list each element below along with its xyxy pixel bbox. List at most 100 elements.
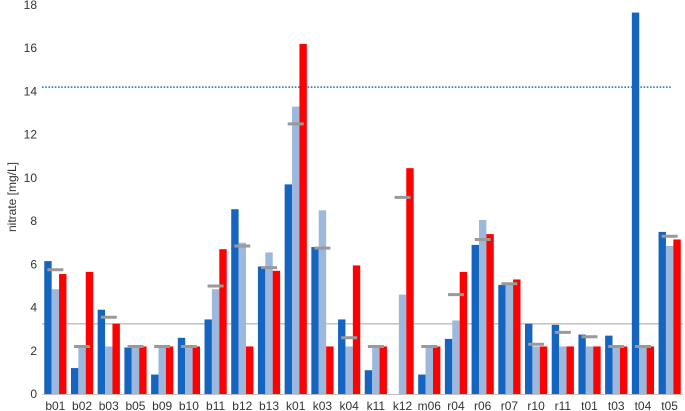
x-tick-label: r06 xyxy=(474,399,492,411)
x-tick-label: b13 xyxy=(259,399,279,411)
x-tick-label: k03 xyxy=(313,399,333,411)
bar-t03-series-1 xyxy=(605,335,613,394)
bar-t05-series-1 xyxy=(658,231,666,394)
x-tick-label: r04 xyxy=(447,399,465,411)
bar-r04-series-2 xyxy=(452,320,460,394)
bar-t01-series-3 xyxy=(593,346,601,394)
bar-k11-series-2 xyxy=(372,346,380,394)
bar-series xyxy=(44,12,681,395)
bar-b13-series-3 xyxy=(272,270,281,394)
bar-b01-series-2 xyxy=(51,289,60,394)
bar-t04-series-3 xyxy=(646,346,655,394)
bar-k12-series-3 xyxy=(406,168,414,394)
bar-k04-series-2 xyxy=(345,346,353,394)
x-tick-label: m06 xyxy=(418,399,442,411)
bar-r07-series-2 xyxy=(505,284,514,394)
y-tick-label: 18 xyxy=(24,0,38,12)
x-tick-label: b03 xyxy=(99,399,119,411)
bar-b02-series-3 xyxy=(85,271,94,394)
bar-k01-series-2 xyxy=(292,106,300,395)
bar-t05-series-2 xyxy=(665,245,674,394)
bar-k03-series-2 xyxy=(318,210,327,394)
bar-r11-series-3 xyxy=(566,346,574,394)
bar-m06-series-1 xyxy=(418,374,426,394)
bar-t05-series-3 xyxy=(673,239,681,394)
bar-k03-series-1 xyxy=(311,247,319,394)
bar-b10-series-1 xyxy=(177,337,186,394)
bar-k11-series-1 xyxy=(364,370,373,394)
y-tick-label: 12 xyxy=(24,128,38,142)
y-tick-label: 8 xyxy=(30,214,37,228)
x-tick-label: t01 xyxy=(581,399,598,411)
bar-b09-series-2 xyxy=(158,346,166,394)
bar-b01-series-3 xyxy=(59,274,67,394)
bar-b09-series-3 xyxy=(165,346,174,394)
bar-r10-series-1 xyxy=(525,323,533,394)
y-axis-ticks: 0 2 4 6 8 10 12 14 16 18 xyxy=(24,0,38,401)
bar-k12-series-2 xyxy=(398,294,407,394)
x-tick-label: r07 xyxy=(501,399,519,411)
y-tick-label: 10 xyxy=(24,171,38,185)
bar-t01-series-1 xyxy=(578,334,586,394)
marker-series xyxy=(47,122,678,348)
bar-b13-series-1 xyxy=(257,266,266,394)
bar-k04-series-3 xyxy=(352,265,361,394)
bar-r11-series-2 xyxy=(559,346,567,394)
x-tick-label: r11 xyxy=(555,399,572,411)
bar-r06-series-1 xyxy=(471,244,479,394)
bar-b02-series-2 xyxy=(78,346,86,394)
bar-r04-series-1 xyxy=(444,338,453,394)
bar-r07-series-1 xyxy=(498,284,506,394)
bar-k04-series-1 xyxy=(338,319,346,394)
x-axis-ticks: b01 b02 b03 b05 b09 b10 b11 b12 b13 k01 k03 k04 k11 k… xyxy=(45,399,678,411)
bar-b12-series-3 xyxy=(246,346,254,394)
bar-t04-series-2 xyxy=(639,346,647,394)
bar-b10-series-2 xyxy=(185,346,193,394)
y-tick-label: 4 xyxy=(30,301,37,315)
x-tick-label: r10 xyxy=(527,399,545,411)
x-tick-label: b05 xyxy=(125,399,145,411)
bar-t01-series-2 xyxy=(585,346,594,394)
y-axis-label: nitrate [mg/L] xyxy=(5,162,19,232)
y-tick-label: 2 xyxy=(30,344,37,358)
bar-r11-series-1 xyxy=(551,324,560,394)
x-tick-label: t03 xyxy=(608,399,625,411)
bar-m06-series-3 xyxy=(432,346,441,394)
bar-r04-series-3 xyxy=(459,271,468,394)
bar-r10-series-2 xyxy=(532,346,540,394)
bar-r10-series-3 xyxy=(539,346,548,394)
reference-lines xyxy=(42,86,683,325)
x-tick-label: t04 xyxy=(635,399,652,411)
bar-b10-series-3 xyxy=(192,346,200,394)
bar-r06-series-2 xyxy=(478,220,487,394)
bar-k03-series-3 xyxy=(326,346,334,394)
x-tick-label: k12 xyxy=(393,399,413,411)
x-tick-label: t05 xyxy=(661,399,678,411)
bar-b11-series-2 xyxy=(211,289,220,394)
bar-b12-series-2 xyxy=(238,242,247,394)
x-tick-label: k11 xyxy=(367,399,386,411)
bar-b11-series-1 xyxy=(204,319,212,394)
y-tick-label: 0 xyxy=(30,387,37,401)
bar-r07-series-3 xyxy=(513,279,521,394)
bar-k11-series-3 xyxy=(379,346,387,394)
bar-b03-series-2 xyxy=(105,346,113,394)
bar-t04-series-1 xyxy=(631,12,640,394)
bar-r06-series-3 xyxy=(486,234,494,394)
bar-b09-series-1 xyxy=(151,374,159,394)
bar-b13-series-2 xyxy=(265,252,273,394)
x-tick-label: b01 xyxy=(45,399,65,411)
bar-k01-series-1 xyxy=(284,184,293,394)
x-tick-label: b10 xyxy=(179,399,199,411)
y-tick-label: 16 xyxy=(24,41,38,55)
bar-t03-series-3 xyxy=(619,346,628,394)
x-tick-label: b12 xyxy=(232,399,252,411)
x-tick-label: b09 xyxy=(152,399,172,411)
y-tick-label: 14 xyxy=(24,84,38,98)
bar-b01-series-1 xyxy=(44,261,52,394)
bar-m06-series-2 xyxy=(425,346,433,394)
bar-b11-series-3 xyxy=(219,249,227,394)
y-tick-label: 6 xyxy=(30,257,37,271)
bar-b05-series-3 xyxy=(139,346,147,394)
